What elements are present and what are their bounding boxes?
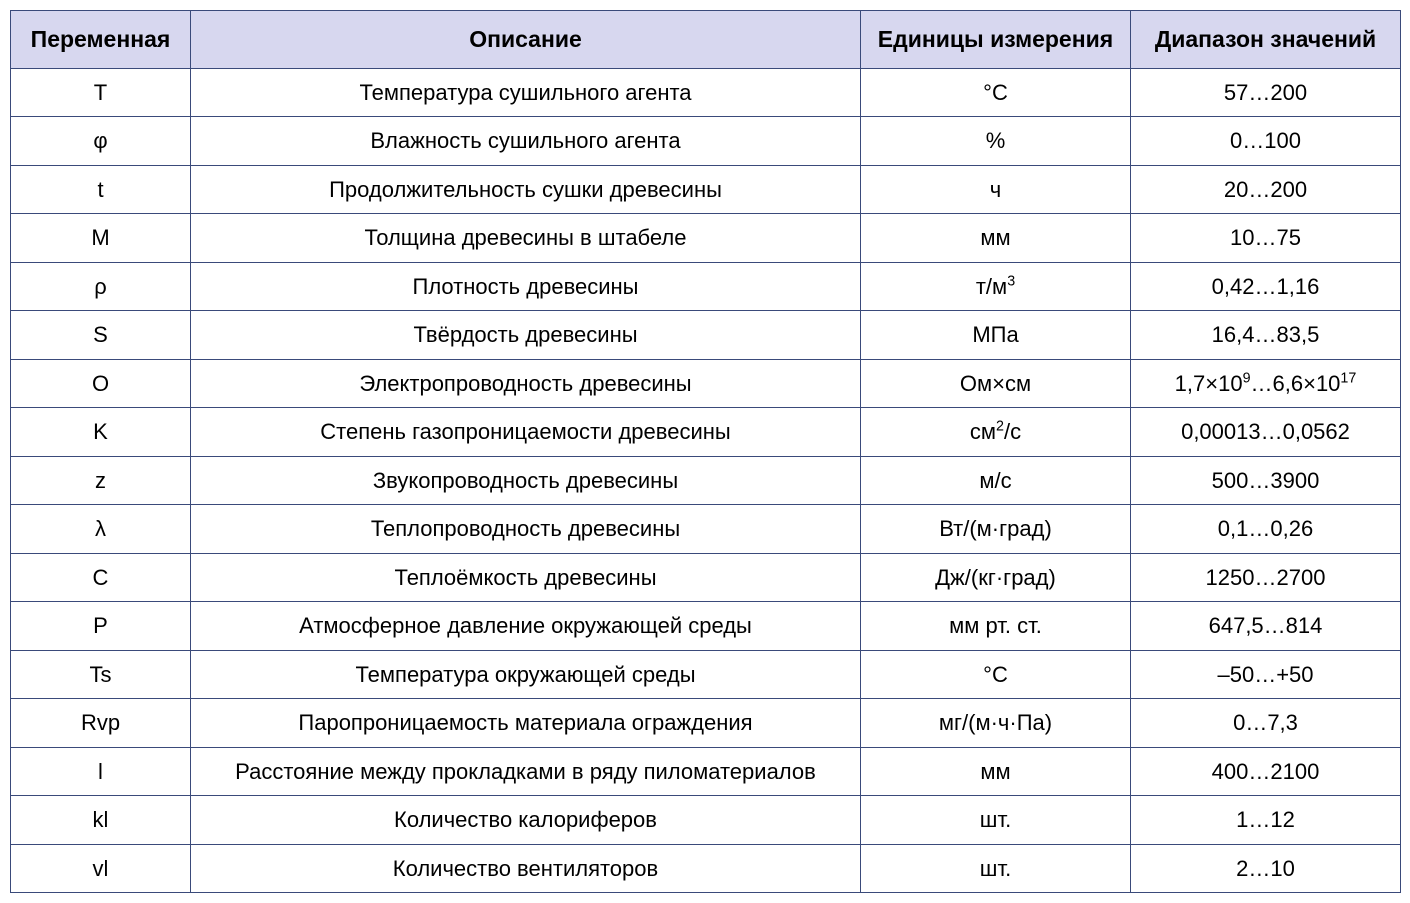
table-row: λТеплопроводность древесиныВт/(м·град)0,… bbox=[11, 505, 1401, 554]
table-row: tПродолжительность сушки древесиныч20…20… bbox=[11, 165, 1401, 214]
cell-units: Дж/(кг·град) bbox=[861, 553, 1131, 602]
cell-variable: l bbox=[11, 747, 191, 796]
cell-variable: z bbox=[11, 456, 191, 505]
cell-range: 1,7×109…6,6×1017 bbox=[1131, 359, 1401, 408]
table-body: TТемпература сушильного агента°C57…200φВ… bbox=[11, 68, 1401, 893]
table-row: PАтмосферное давление окружающей средымм… bbox=[11, 602, 1401, 651]
cell-range: 1250…2700 bbox=[1131, 553, 1401, 602]
table-row: RvpПаропроницаемость материала ограждени… bbox=[11, 699, 1401, 748]
cell-description: Паропроницаемость материала ограждения bbox=[191, 699, 861, 748]
cell-variable: Rvp bbox=[11, 699, 191, 748]
table-row: lРасстояние между прокладками в ряду пил… bbox=[11, 747, 1401, 796]
cell-range: 20…200 bbox=[1131, 165, 1401, 214]
cell-variable: P bbox=[11, 602, 191, 651]
cell-units: шт. bbox=[861, 844, 1131, 893]
table-row: klКоличество калориферовшт.1…12 bbox=[11, 796, 1401, 845]
cell-units: м/с bbox=[861, 456, 1131, 505]
cell-units: мм bbox=[861, 214, 1131, 263]
cell-units: мг/(м·ч·Па) bbox=[861, 699, 1131, 748]
cell-variable: vl bbox=[11, 844, 191, 893]
header-description: Описание bbox=[191, 11, 861, 69]
cell-units: ч bbox=[861, 165, 1131, 214]
cell-units: т/м3 bbox=[861, 262, 1131, 311]
cell-variable: φ bbox=[11, 117, 191, 166]
cell-variable: t bbox=[11, 165, 191, 214]
cell-description: Степень газопроницаемости древесины bbox=[191, 408, 861, 457]
table-row: MТолщина древесины в штабелемм10…75 bbox=[11, 214, 1401, 263]
cell-description: Количество калориферов bbox=[191, 796, 861, 845]
table-row: SТвёрдость древесиныМПа16,4…83,5 bbox=[11, 311, 1401, 360]
cell-units: °C bbox=[861, 68, 1131, 117]
cell-description: Расстояние между прокладками в ряду пило… bbox=[191, 747, 861, 796]
cell-variable: K bbox=[11, 408, 191, 457]
table-row: OЭлектропроводность древесиныОм×см1,7×10… bbox=[11, 359, 1401, 408]
cell-variable: T bbox=[11, 68, 191, 117]
cell-range: 1…12 bbox=[1131, 796, 1401, 845]
cell-description: Атмосферное давление окружающей среды bbox=[191, 602, 861, 651]
cell-description: Толщина древесины в штабеле bbox=[191, 214, 861, 263]
cell-range: 2…10 bbox=[1131, 844, 1401, 893]
table-row: ρПлотность древесиныт/м30,42…1,16 bbox=[11, 262, 1401, 311]
cell-description: Количество вентиляторов bbox=[191, 844, 861, 893]
header-units: Единицы измерения bbox=[861, 11, 1131, 69]
cell-description: Твёрдость древесины bbox=[191, 311, 861, 360]
cell-range: 57…200 bbox=[1131, 68, 1401, 117]
cell-range: 10…75 bbox=[1131, 214, 1401, 263]
cell-range: 500…3900 bbox=[1131, 456, 1401, 505]
cell-units: % bbox=[861, 117, 1131, 166]
cell-units: см2/с bbox=[861, 408, 1131, 457]
cell-units: мм рт. ст. bbox=[861, 602, 1131, 651]
cell-variable: kl bbox=[11, 796, 191, 845]
cell-description: Температура сушильного агента bbox=[191, 68, 861, 117]
table-row: vlКоличество вентиляторовшт.2…10 bbox=[11, 844, 1401, 893]
table-row: zЗвукопроводность древесиным/с500…3900 bbox=[11, 456, 1401, 505]
cell-description: Температура окружающей среды bbox=[191, 650, 861, 699]
header-variable: Переменная bbox=[11, 11, 191, 69]
cell-range: –50…+50 bbox=[1131, 650, 1401, 699]
header-range: Диапазон значений bbox=[1131, 11, 1401, 69]
cell-description: Звукопроводность древесины bbox=[191, 456, 861, 505]
table-row: TТемпература сушильного агента°C57…200 bbox=[11, 68, 1401, 117]
cell-variable: λ bbox=[11, 505, 191, 554]
cell-variable: C bbox=[11, 553, 191, 602]
cell-variable: Ts bbox=[11, 650, 191, 699]
cell-range: 647,5…814 bbox=[1131, 602, 1401, 651]
table-head: Переменная Описание Единицы измерения Ди… bbox=[11, 11, 1401, 69]
cell-description: Продолжительность сушки древесины bbox=[191, 165, 861, 214]
cell-range: 400…2100 bbox=[1131, 747, 1401, 796]
cell-description: Влажность сушильного агента bbox=[191, 117, 861, 166]
cell-range: 0…100 bbox=[1131, 117, 1401, 166]
cell-description: Электропроводность древесины bbox=[191, 359, 861, 408]
cell-description: Теплоёмкость древесины bbox=[191, 553, 861, 602]
cell-description: Плотность древесины bbox=[191, 262, 861, 311]
cell-range: 0,42…1,16 bbox=[1131, 262, 1401, 311]
table-row: KСтепень газопроницаемости древесинысм2/… bbox=[11, 408, 1401, 457]
cell-variable: ρ bbox=[11, 262, 191, 311]
cell-variable: S bbox=[11, 311, 191, 360]
cell-units: шт. bbox=[861, 796, 1131, 845]
cell-units: °C bbox=[861, 650, 1131, 699]
cell-range: 0,00013…0,0562 bbox=[1131, 408, 1401, 457]
variables-table: Переменная Описание Единицы измерения Ди… bbox=[10, 10, 1401, 893]
cell-units: МПа bbox=[861, 311, 1131, 360]
table-row: φВлажность сушильного агента%0…100 bbox=[11, 117, 1401, 166]
cell-range: 0…7,3 bbox=[1131, 699, 1401, 748]
table-row: TsТемпература окружающей среды°C–50…+50 bbox=[11, 650, 1401, 699]
cell-variable: O bbox=[11, 359, 191, 408]
cell-range: 0,1…0,26 bbox=[1131, 505, 1401, 554]
cell-units: мм bbox=[861, 747, 1131, 796]
table-row: CТеплоёмкость древесиныДж/(кг·град)1250…… bbox=[11, 553, 1401, 602]
cell-units: Ом×см bbox=[861, 359, 1131, 408]
cell-description: Теплопроводность древесины bbox=[191, 505, 861, 554]
cell-range: 16,4…83,5 bbox=[1131, 311, 1401, 360]
cell-variable: M bbox=[11, 214, 191, 263]
cell-units: Вт/(м·град) bbox=[861, 505, 1131, 554]
